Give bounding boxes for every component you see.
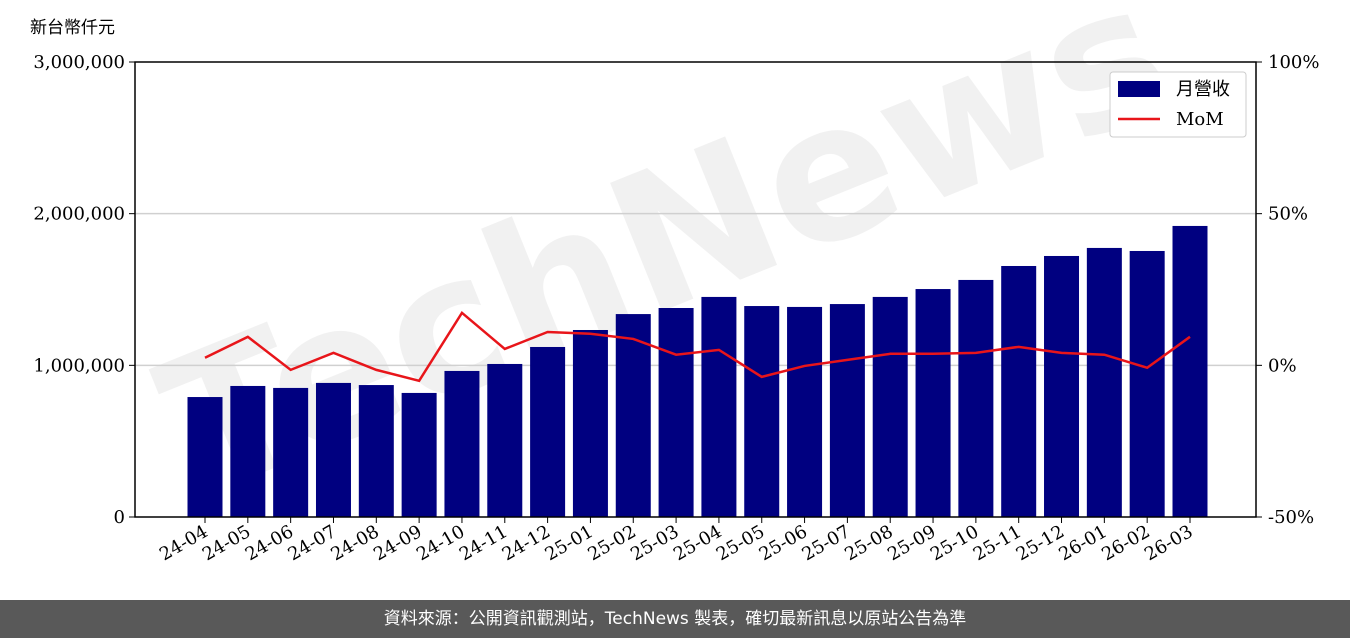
x-tick-label: 24-11 [456, 521, 511, 565]
x-tick-label: 25-10 [927, 521, 982, 565]
x-tick-label: 24-12 [499, 521, 554, 565]
x-tick-label: 24-09 [370, 521, 425, 565]
x-tick-label: 24-07 [285, 521, 340, 565]
x-tick-label: 25-06 [756, 521, 811, 565]
bar [872, 296, 908, 517]
x-tick-label: 24-04 [156, 521, 211, 565]
x-tick-label: 25-02 [584, 521, 639, 565]
y-tick-label: 1,000,000 [33, 355, 125, 376]
bar [230, 385, 266, 517]
y-tick-label: 0 [114, 507, 125, 528]
bar [787, 306, 823, 517]
chart: 新台幣仟元 TechNews 01,000,0002,000,0003,000,… [30, 0, 1319, 565]
bar [572, 329, 608, 517]
bar [701, 296, 737, 517]
bar [1086, 247, 1122, 517]
y2-tick-label: -50% [1268, 507, 1314, 528]
bar [444, 370, 480, 517]
bar [187, 397, 223, 517]
y2-tick-label: 0% [1268, 355, 1297, 376]
x-tick-label: 26-03 [1141, 521, 1196, 565]
x-tick-label: 25-12 [1013, 521, 1068, 565]
bar [315, 382, 351, 517]
x-tick-label: 25-11 [970, 521, 1025, 565]
x-tick-label: 24-10 [413, 521, 468, 565]
x-tick-label: 25-04 [670, 521, 725, 565]
x-tick-label: 24-06 [242, 521, 297, 565]
y-axis-label: 新台幣仟元 [30, 18, 115, 38]
bar [615, 314, 651, 517]
footer: 資料來源：公開資訊觀測站，TechNews 製表，確切最新訊息以原站公告為準 [0, 600, 1350, 638]
bar [530, 346, 566, 517]
x-tick-label: 26-01 [1055, 521, 1110, 565]
y2-tick-label: 50% [1268, 204, 1308, 225]
bar [915, 289, 951, 517]
bar [358, 385, 394, 517]
x-tick-label: 26-02 [1098, 521, 1153, 565]
bar [658, 308, 694, 517]
bar [1129, 250, 1165, 517]
legend-label: MoM [1176, 109, 1224, 130]
legend-swatch [1118, 81, 1160, 97]
x-tick-label: 24-08 [327, 521, 382, 565]
y2-tick-label: 100% [1268, 52, 1319, 73]
bar [958, 279, 994, 517]
x-tick-label: 25-09 [884, 521, 939, 565]
y-tick-label: 2,000,000 [33, 204, 125, 225]
y-tick-label: 3,000,000 [33, 52, 125, 73]
bar [1044, 255, 1080, 517]
bar [273, 387, 309, 517]
x-tick-label: 25-03 [627, 521, 682, 565]
bar [1172, 225, 1208, 517]
x-tick-label: 25-05 [713, 521, 768, 565]
bar [401, 392, 437, 517]
line [204, 310, 1191, 383]
x-tick-label: 25-07 [798, 521, 853, 565]
bar [829, 304, 865, 517]
legend-label: 月營收 [1176, 79, 1230, 100]
plot-frame [134, 61, 1257, 518]
x-tick-label: 25-01 [541, 521, 596, 565]
bar [487, 363, 523, 517]
x-tick-label: 25-08 [841, 521, 896, 565]
bar [744, 306, 780, 517]
bar [1001, 265, 1037, 517]
